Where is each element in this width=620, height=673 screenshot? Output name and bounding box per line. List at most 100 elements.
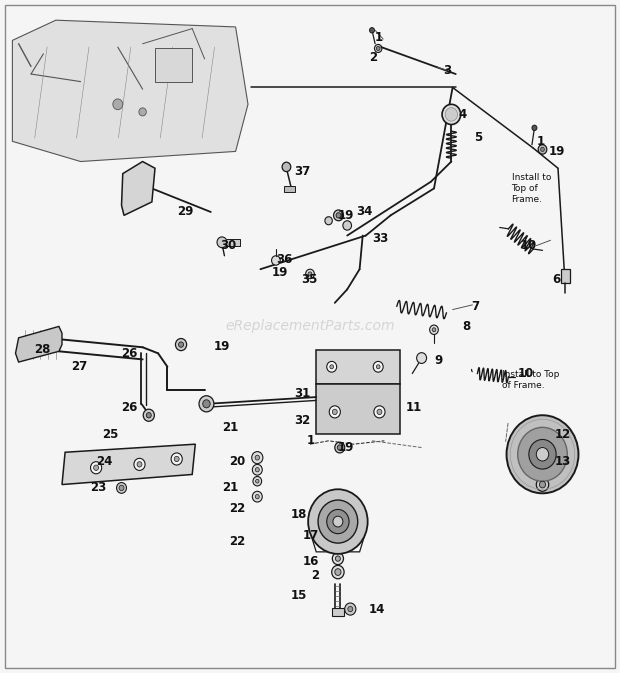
Circle shape <box>417 353 427 363</box>
Text: 25: 25 <box>102 427 118 441</box>
Text: 26: 26 <box>121 347 137 360</box>
Circle shape <box>335 569 341 575</box>
Circle shape <box>308 272 312 276</box>
Text: 33: 33 <box>372 232 388 246</box>
Text: 19: 19 <box>214 340 230 353</box>
Bar <box>155 48 192 81</box>
Text: 30: 30 <box>220 239 236 252</box>
Circle shape <box>327 361 337 372</box>
Bar <box>226 239 240 246</box>
Circle shape <box>377 409 382 415</box>
Circle shape <box>374 44 382 52</box>
Text: 19: 19 <box>549 145 565 158</box>
Text: 10: 10 <box>521 239 537 252</box>
Circle shape <box>143 409 154 421</box>
Circle shape <box>318 500 358 543</box>
Circle shape <box>345 603 356 615</box>
Circle shape <box>255 468 259 472</box>
Text: 32: 32 <box>294 414 311 427</box>
Text: 5: 5 <box>474 131 482 145</box>
Text: 19: 19 <box>338 209 354 222</box>
Circle shape <box>518 427 567 481</box>
Bar <box>332 608 344 616</box>
Text: 22: 22 <box>229 535 245 548</box>
Text: Install to Top
of Frame.: Install to Top of Frame. <box>502 370 560 390</box>
Text: 35: 35 <box>301 273 317 286</box>
Text: 21: 21 <box>223 421 239 434</box>
Circle shape <box>308 489 368 554</box>
Circle shape <box>335 442 345 453</box>
Circle shape <box>325 217 332 225</box>
Circle shape <box>334 210 343 221</box>
Circle shape <box>373 361 383 372</box>
Circle shape <box>332 553 343 565</box>
Circle shape <box>174 456 179 462</box>
Text: 19: 19 <box>272 266 288 279</box>
Circle shape <box>539 481 546 488</box>
Polygon shape <box>316 384 400 434</box>
Circle shape <box>179 342 184 347</box>
Circle shape <box>94 465 99 470</box>
Circle shape <box>255 495 259 499</box>
Text: 1: 1 <box>536 135 544 148</box>
Bar <box>284 186 295 192</box>
Circle shape <box>536 448 549 461</box>
Text: 9: 9 <box>434 353 442 367</box>
Circle shape <box>175 339 187 351</box>
Text: 1: 1 <box>307 434 315 448</box>
Polygon shape <box>561 269 570 283</box>
Circle shape <box>255 479 259 483</box>
Text: 1: 1 <box>375 30 383 44</box>
Text: Install to
Top of
Frame.: Install to Top of Frame. <box>512 173 551 204</box>
Circle shape <box>139 108 146 116</box>
Circle shape <box>113 99 123 110</box>
Text: 14: 14 <box>369 602 385 616</box>
Text: 15: 15 <box>291 589 307 602</box>
Circle shape <box>376 46 380 50</box>
Circle shape <box>541 147 544 151</box>
Bar <box>6 13 254 165</box>
Text: 34: 34 <box>356 205 373 219</box>
Circle shape <box>442 104 461 125</box>
Polygon shape <box>62 444 195 485</box>
Text: eReplacementParts.com: eReplacementParts.com <box>225 320 395 333</box>
Text: 20: 20 <box>229 454 245 468</box>
Circle shape <box>217 237 227 248</box>
Polygon shape <box>16 326 62 362</box>
Text: 17: 17 <box>303 528 319 542</box>
Circle shape <box>336 213 341 218</box>
Circle shape <box>332 565 344 579</box>
Text: 4: 4 <box>459 108 467 121</box>
Text: 36: 36 <box>276 252 292 266</box>
Circle shape <box>337 445 342 450</box>
Circle shape <box>374 406 385 418</box>
Circle shape <box>255 455 260 460</box>
Circle shape <box>327 509 349 534</box>
Text: 26: 26 <box>121 400 137 414</box>
Circle shape <box>432 328 436 332</box>
Circle shape <box>330 365 334 369</box>
Circle shape <box>203 400 210 408</box>
Text: 6: 6 <box>552 273 560 286</box>
Circle shape <box>117 483 126 493</box>
Circle shape <box>445 108 458 121</box>
Circle shape <box>199 396 214 412</box>
Circle shape <box>376 365 380 369</box>
Circle shape <box>91 462 102 474</box>
Circle shape <box>306 269 314 279</box>
Text: 37: 37 <box>294 165 311 178</box>
Text: 21: 21 <box>223 481 239 495</box>
Circle shape <box>538 145 547 154</box>
Circle shape <box>282 162 291 172</box>
Text: 23: 23 <box>90 481 106 495</box>
Circle shape <box>343 221 352 230</box>
Text: 7: 7 <box>471 299 479 313</box>
Polygon shape <box>122 162 155 215</box>
Polygon shape <box>12 20 248 162</box>
Circle shape <box>332 409 337 415</box>
Circle shape <box>536 478 549 491</box>
Circle shape <box>430 325 438 334</box>
Text: 29: 29 <box>177 205 193 219</box>
Circle shape <box>171 453 182 465</box>
Circle shape <box>370 28 374 33</box>
